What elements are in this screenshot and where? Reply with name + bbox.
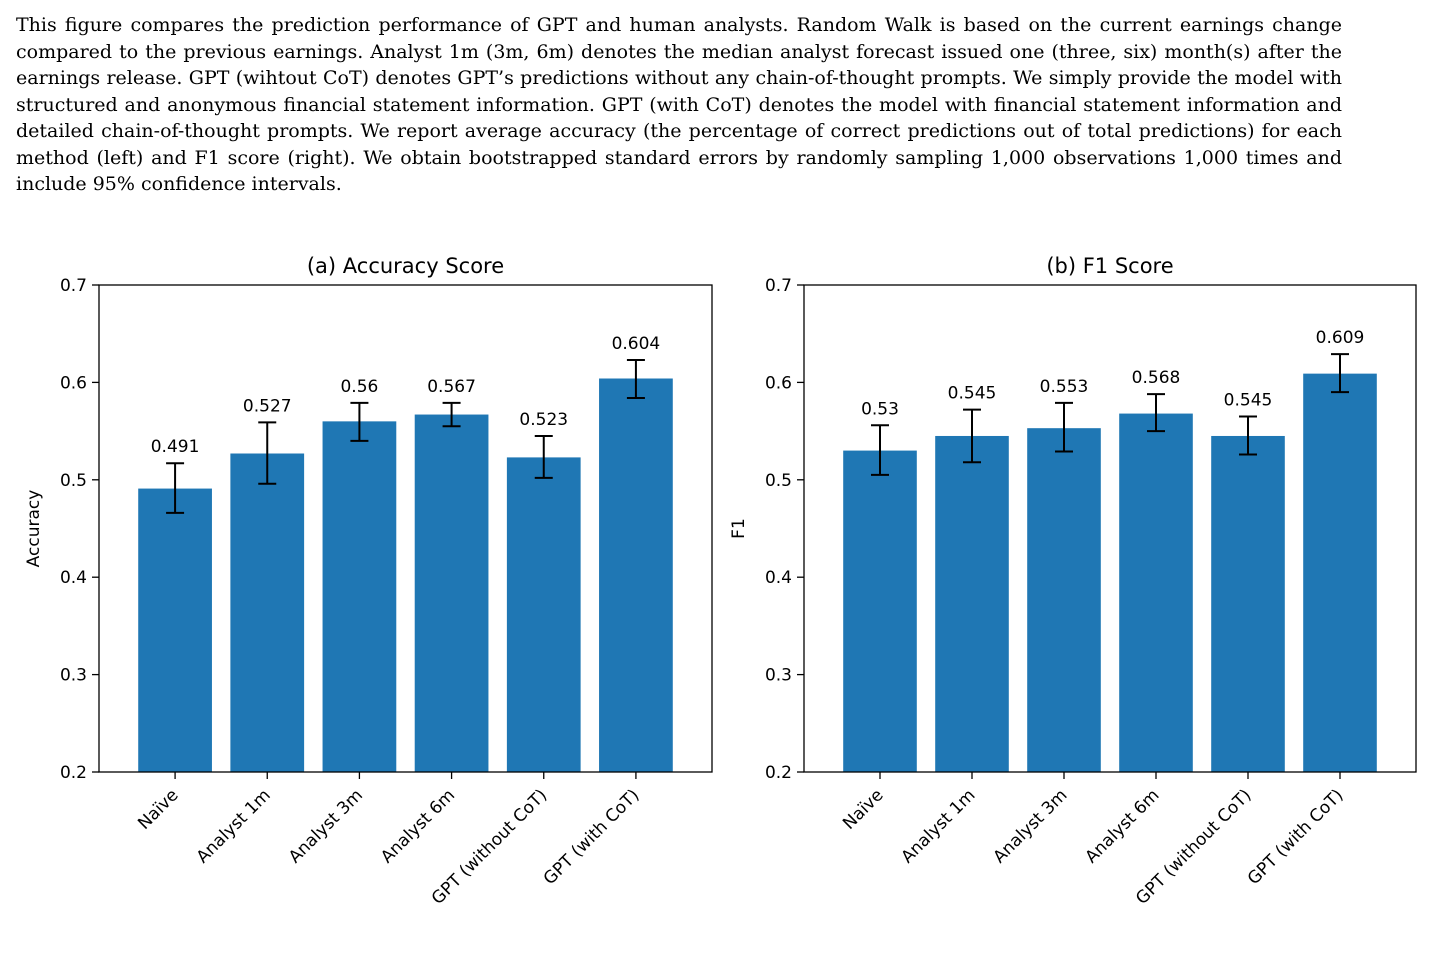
y-tick-label: 0.2 bbox=[60, 763, 87, 783]
y-tick-label: 0.5 bbox=[60, 471, 87, 491]
y-tick-label: 0.7 bbox=[60, 276, 87, 296]
data-label-4: 0.567 bbox=[427, 377, 476, 397]
x-tick-label: Analyst 3m bbox=[990, 785, 1072, 867]
y-tick-label: 0.3 bbox=[60, 666, 87, 686]
x-tick-label: GPT (with CoT) bbox=[540, 785, 644, 889]
y-tick-label: 0.2 bbox=[765, 763, 792, 783]
bar-1 bbox=[138, 488, 212, 772]
chart-panel-1: (a) Accuracy Score Accuracy 0.2 0.3 0.4 0.5 0.… bbox=[24, 254, 713, 909]
plot-frame bbox=[803, 284, 1417, 773]
data-label-4: 0.568 bbox=[1132, 368, 1181, 388]
data-label-2: 0.545 bbox=[948, 384, 997, 404]
bar-3 bbox=[322, 421, 397, 772]
bar-6 bbox=[1303, 373, 1377, 772]
data-label-5: 0.523 bbox=[519, 410, 568, 430]
x-tick-label: GPT (with CoT) bbox=[1244, 785, 1348, 889]
bar-5 bbox=[506, 457, 581, 772]
data-label-2: 0.527 bbox=[243, 396, 292, 416]
x-tick-label: Analyst 3m bbox=[285, 785, 367, 867]
data-label-6: 0.609 bbox=[1316, 328, 1365, 348]
bar-2 bbox=[230, 453, 305, 772]
bar-5 bbox=[1211, 435, 1285, 772]
bar-1 bbox=[843, 450, 917, 772]
chart-panel-2: (b) F1 Score F1 0.2 0.3 0.4 0.5 0.6 0.7 0.53 Naïv… bbox=[729, 254, 1417, 909]
y-tick-label: 0.4 bbox=[60, 568, 87, 588]
chart-title: (a) Accuracy Score bbox=[307, 254, 504, 278]
bar-2 bbox=[935, 435, 1009, 772]
y-tick-label: 0.6 bbox=[60, 373, 87, 393]
y-tick-label: 0.7 bbox=[765, 276, 792, 296]
x-tick-label: Analyst 1m bbox=[193, 785, 275, 867]
y-tick-label: 0.5 bbox=[765, 471, 792, 491]
y-tick-label: 0.6 bbox=[765, 373, 792, 393]
bar-4 bbox=[1119, 413, 1193, 772]
y-tick-label: 0.4 bbox=[765, 568, 792, 588]
chart-title: (b) F1 Score bbox=[1046, 254, 1173, 278]
y-axis-label: Accuracy bbox=[24, 490, 44, 568]
x-tick-label: Analyst 6m bbox=[1082, 785, 1164, 867]
x-tick-label: Analyst 6m bbox=[377, 785, 459, 867]
y-axis-label: F1 bbox=[729, 518, 749, 539]
data-label-1: 0.491 bbox=[151, 437, 200, 457]
x-tick-label: Naïve bbox=[134, 785, 182, 833]
data-label-6: 0.604 bbox=[612, 334, 661, 354]
figure-caption: This figure compares the prediction perf… bbox=[16, 14, 1342, 195]
bar-6 bbox=[599, 378, 673, 772]
plot-frame bbox=[98, 284, 713, 773]
x-tick-label: Analyst 1m bbox=[898, 785, 980, 867]
x-tick-label: Naïve bbox=[839, 785, 887, 833]
data-label-3: 0.56 bbox=[340, 377, 378, 397]
data-label-1: 0.53 bbox=[861, 399, 899, 419]
y-tick-label: 0.3 bbox=[765, 666, 792, 686]
data-label-5: 0.545 bbox=[1224, 390, 1273, 410]
bar-3 bbox=[1027, 428, 1101, 772]
bar-4 bbox=[414, 414, 489, 772]
data-label-3: 0.553 bbox=[1040, 377, 1089, 397]
